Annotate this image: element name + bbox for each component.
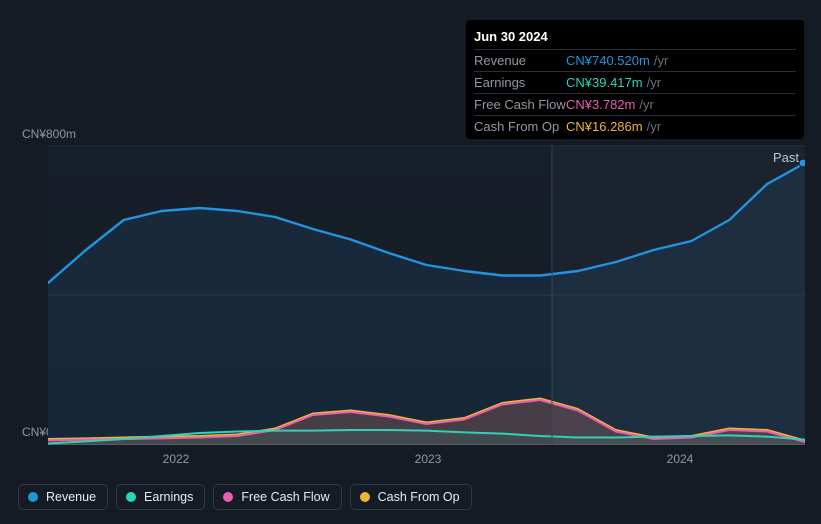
legend-item[interactable]: Revenue: [18, 484, 108, 510]
tooltip-metric-value: CN¥39.417m: [566, 75, 643, 90]
tooltip-metric-label: Cash From Op: [474, 119, 566, 134]
tooltip-metric-unit: /yr: [647, 119, 661, 134]
legend-item[interactable]: Earnings: [116, 484, 205, 510]
tooltip-metric-value: CN¥3.782m: [566, 97, 635, 112]
tooltip-row: RevenueCN¥740.520m/yr: [474, 49, 796, 71]
x-tick-label: 2024: [667, 452, 694, 466]
chart-svg: [48, 145, 805, 445]
legend-item[interactable]: Cash From Op: [350, 484, 472, 510]
legend-item[interactable]: Free Cash Flow: [213, 484, 341, 510]
x-tick-label: 2023: [415, 452, 442, 466]
legend-dot-icon: [223, 492, 233, 502]
legend-label: Free Cash Flow: [241, 490, 329, 504]
tooltip-date: Jun 30 2024: [474, 26, 796, 49]
x-tick-label: 2022: [163, 452, 190, 466]
tooltip-metric-unit: /yr: [639, 97, 653, 112]
past-region-label: Past: [773, 150, 799, 165]
tooltip-metric-value: CN¥16.286m: [566, 119, 643, 134]
tooltip-row: EarningsCN¥39.417m/yr: [474, 71, 796, 93]
legend: Revenue Earnings Free Cash Flow Cash From O…: [18, 484, 472, 510]
legend-dot-icon: [126, 492, 136, 502]
tooltip-metric-unit: /yr: [647, 75, 661, 90]
legend-dot-icon: [28, 492, 38, 502]
chart-area[interactable]: [48, 145, 805, 445]
tooltip-metric-label: Free Cash Flow: [474, 97, 566, 112]
tooltip-metric-label: Revenue: [474, 53, 566, 68]
x-axis: 2022 2023 2024: [48, 452, 805, 470]
legend-dot-icon: [360, 492, 370, 502]
y-axis-top-label: CN¥800m: [22, 127, 76, 141]
legend-label: Earnings: [144, 490, 193, 504]
hover-tooltip: Jun 30 2024 RevenueCN¥740.520m/yrEarning…: [466, 20, 804, 139]
tooltip-metric-label: Earnings: [474, 75, 566, 90]
tooltip-metric-unit: /yr: [654, 53, 668, 68]
legend-label: Cash From Op: [378, 490, 460, 504]
tooltip-row: Cash From OpCN¥16.286m/yr: [474, 115, 796, 137]
tooltip-metric-value: CN¥740.520m: [566, 53, 650, 68]
tooltip-row: Free Cash FlowCN¥3.782m/yr: [474, 93, 796, 115]
legend-label: Revenue: [46, 490, 96, 504]
